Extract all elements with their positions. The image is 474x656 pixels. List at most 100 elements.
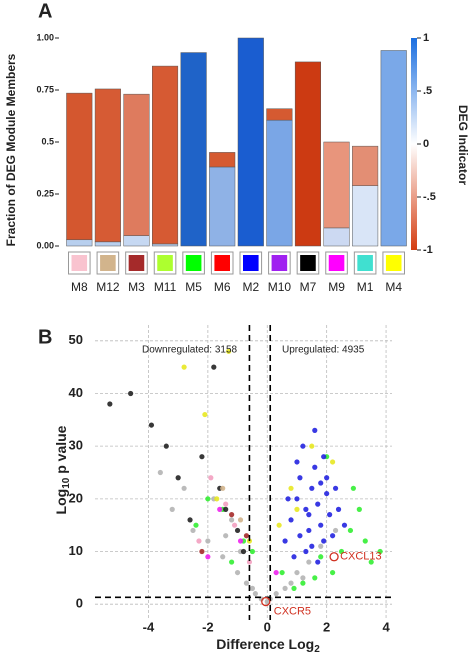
bar-segment xyxy=(323,141,350,229)
point xyxy=(279,569,285,576)
point xyxy=(249,548,256,555)
point xyxy=(223,501,229,507)
point xyxy=(199,454,205,460)
colorbar-tick-label: .5 xyxy=(423,85,432,97)
colorbar-tick-label: -1 xyxy=(423,244,433,256)
module-color xyxy=(357,255,373,271)
point xyxy=(318,522,324,528)
y-label-sub: 10 xyxy=(61,477,72,489)
module-color xyxy=(185,255,202,271)
panel-letter: B xyxy=(38,326,52,348)
x-axis-label: Difference Log2 xyxy=(216,636,320,655)
point xyxy=(229,559,235,565)
point xyxy=(297,475,303,481)
colorbar-tick-label: 0 xyxy=(423,138,429,150)
bar-segment xyxy=(323,227,350,247)
point xyxy=(324,475,330,481)
point xyxy=(273,569,279,576)
point xyxy=(324,490,330,497)
point xyxy=(231,522,238,528)
point xyxy=(306,512,312,518)
bar-segment xyxy=(209,166,236,247)
x-tick-label: M3 xyxy=(128,280,145,294)
y-axis-label: Log10 p value xyxy=(53,425,72,514)
point xyxy=(341,522,348,528)
bar-segment xyxy=(94,241,121,247)
bar-segment xyxy=(66,239,93,247)
x-tick-label: M10 xyxy=(268,280,292,294)
point xyxy=(107,401,113,407)
point xyxy=(309,543,315,549)
point xyxy=(205,538,211,544)
x-tick-label: M8 xyxy=(71,280,88,294)
y-tick-label: 0.75 xyxy=(36,84,54,94)
x-tick-label: M7 xyxy=(300,280,317,294)
point xyxy=(294,496,300,502)
module-color xyxy=(271,255,288,271)
point xyxy=(240,548,247,555)
point xyxy=(347,527,354,534)
module-color xyxy=(328,255,345,271)
highlight-point xyxy=(329,552,339,562)
point xyxy=(175,475,181,481)
module-color xyxy=(157,255,173,271)
point xyxy=(294,459,300,465)
point xyxy=(243,533,250,539)
bar-segment xyxy=(152,65,179,245)
x-tick-label: M12 xyxy=(96,280,120,294)
y-tick-label: 20 xyxy=(69,490,83,505)
y-tick-label: 10 xyxy=(69,543,83,558)
point xyxy=(338,548,345,555)
point xyxy=(190,527,196,534)
point xyxy=(169,506,175,512)
point xyxy=(276,522,282,528)
y-label-rest: p value xyxy=(53,425,69,477)
point xyxy=(318,480,324,486)
point xyxy=(187,517,193,523)
y-tick-label: 0 xyxy=(76,596,83,611)
bar-segment xyxy=(94,88,121,243)
point xyxy=(288,485,294,491)
point xyxy=(294,569,300,576)
point xyxy=(229,512,235,518)
point xyxy=(306,559,312,565)
point xyxy=(196,538,202,544)
x-label-main: Difference Log xyxy=(216,636,314,652)
x-tick-label: -2 xyxy=(202,619,214,634)
point xyxy=(264,598,270,605)
point xyxy=(312,427,318,433)
point xyxy=(285,496,291,502)
x-tick-label: 2 xyxy=(323,619,330,634)
point xyxy=(249,585,256,591)
point xyxy=(252,591,258,597)
point xyxy=(356,506,362,512)
bar-segment xyxy=(66,92,93,241)
point xyxy=(214,496,220,502)
x-tick-label: M5 xyxy=(185,280,202,294)
point xyxy=(226,348,232,354)
point xyxy=(199,548,205,555)
point xyxy=(321,454,327,460)
point xyxy=(181,364,187,370)
y-tick-label: 0.00 xyxy=(36,240,54,250)
point xyxy=(205,496,211,502)
point xyxy=(229,517,235,523)
colorbar-tick-label: 1 xyxy=(423,32,429,44)
point xyxy=(211,364,217,370)
bar-segment xyxy=(294,61,321,247)
point xyxy=(243,580,250,586)
x-tick-label: M1 xyxy=(357,280,374,294)
highlight-label: CXCL13 xyxy=(340,551,382,563)
bar-segment xyxy=(209,152,236,168)
point xyxy=(330,459,336,465)
point xyxy=(315,559,321,565)
module-color xyxy=(385,255,402,271)
point xyxy=(318,543,324,549)
point xyxy=(237,517,244,523)
point xyxy=(330,533,336,539)
point xyxy=(312,464,318,470)
y-tick-label: 1.00 xyxy=(36,32,54,42)
point xyxy=(309,443,315,449)
y-axis-label: Fraction of DEG Module Members xyxy=(4,53,18,246)
